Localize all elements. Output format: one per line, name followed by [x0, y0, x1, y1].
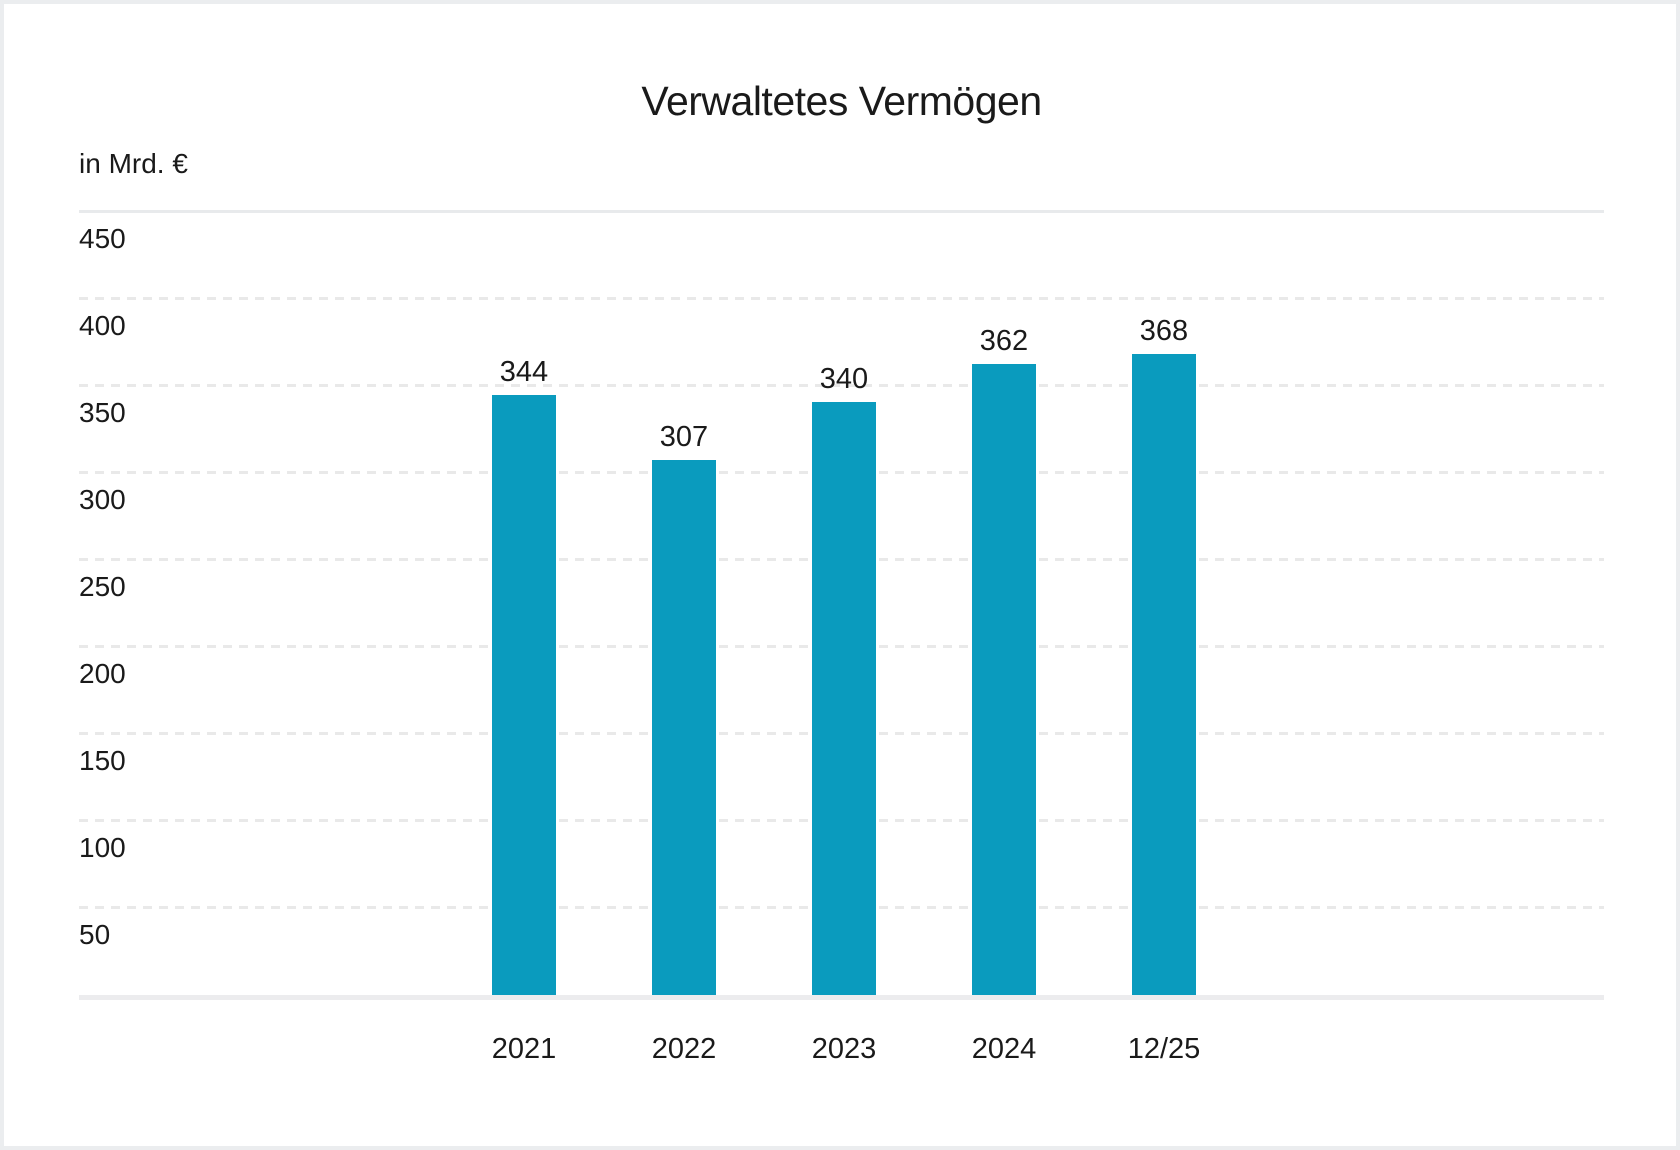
gridline-450 [79, 210, 1604, 213]
bar-value-label-2021: 344 [499, 356, 549, 389]
y-axis-unit-label: in Mrd. € [79, 148, 188, 179]
bar-2023 [812, 402, 876, 995]
x-axis-label-2021: 2021 [491, 1033, 557, 1065]
bar-value-label-12-25: 368 [1139, 314, 1189, 347]
y-axis-tick-label: 150 [79, 745, 126, 776]
y-axis-tick-label: 350 [79, 397, 126, 428]
chart-title: Verwaltetes Vermögen [641, 78, 1042, 124]
y-axis-tick-label: 250 [79, 571, 126, 602]
x-axis-label-12-25: 12/25 [1127, 1033, 1201, 1065]
bar-12-25 [1132, 353, 1196, 995]
x-axis-label-2023: 2023 [811, 1033, 877, 1065]
y-axis-tick-label: 400 [79, 310, 126, 341]
x-axis-label-2022: 2022 [651, 1033, 717, 1065]
y-axis-tick-label: 50 [79, 919, 111, 950]
y-axis-tick-label: 200 [79, 658, 126, 689]
y-axis-tick-label: 450 [79, 223, 126, 254]
bar-value-label-2023: 340 [819, 363, 869, 396]
bar-2022 [652, 459, 716, 995]
y-axis-tick-label: 300 [79, 484, 126, 515]
bar-2024 [972, 364, 1036, 995]
bar-2021 [492, 395, 556, 995]
x-axis-label-2024: 2024 [971, 1033, 1037, 1065]
x-axis-line [79, 995, 1604, 1000]
bar-value-label-2022: 307 [659, 420, 709, 453]
y-axis-tick-label: 100 [79, 832, 126, 863]
bar-value-label-2024: 362 [979, 325, 1029, 358]
gridline-350 [79, 384, 1604, 387]
gridline-400 [79, 297, 1604, 300]
